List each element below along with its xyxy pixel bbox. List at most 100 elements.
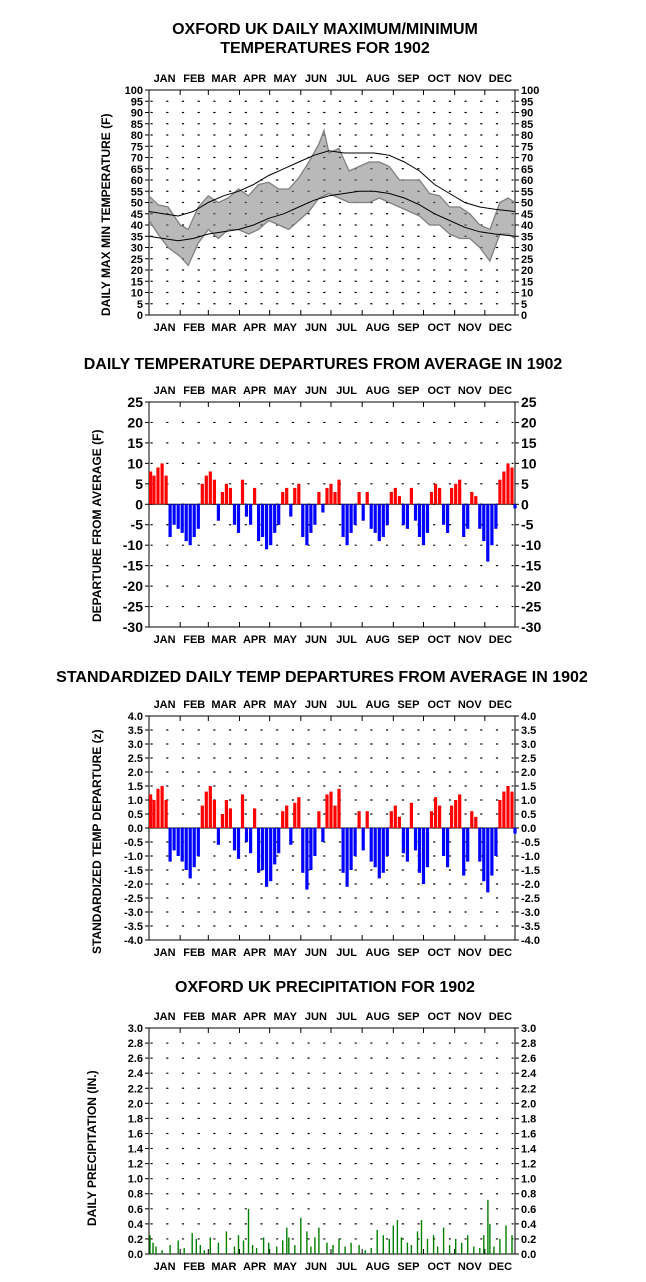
y-tick-label-left: 70 (131, 153, 143, 165)
month-label-top: SEP (397, 699, 419, 711)
y-tick-label-left: 1.5 (128, 781, 143, 793)
y-tick-label-right: -1.0 (521, 851, 540, 863)
negative-departure-bar (192, 504, 196, 537)
y-tick-label-right: 20 (521, 265, 533, 277)
y-tick-label-right: 1.6 (521, 1128, 536, 1140)
negative-departure-bar (385, 504, 389, 525)
positive-departure-bar (450, 805, 454, 828)
month-label-bottom: MAY (274, 322, 298, 334)
positive-departure-bar (224, 483, 228, 505)
negative-departure-bar (353, 828, 357, 856)
positive-departure-bar (240, 794, 245, 828)
y-tick-label-left: -1.0 (124, 851, 143, 863)
positive-departure-bar (474, 816, 478, 828)
month-label-top: MAY (274, 73, 298, 85)
positive-departure-bar (454, 483, 458, 505)
y-tick-label-left: 0.0 (128, 823, 143, 835)
y-tick-label-right: 0.8 (521, 1189, 536, 1201)
positive-departure-bar (506, 786, 510, 828)
y-tick-label-right: 1.8 (521, 1113, 536, 1125)
y-tick-label-right: 25 (521, 254, 533, 266)
month-label-bottom: APR (243, 947, 266, 959)
negative-departure-bar (369, 504, 373, 529)
negative-departure-bar (289, 828, 293, 845)
y-tick-label-left: 2.0 (128, 767, 143, 779)
y-tick-label-left: 45 (131, 209, 143, 221)
chart1-title-line2: TEMPERATURES FOR 1902 (220, 40, 430, 57)
y-tick-label-right: -30 (521, 619, 541, 635)
negative-departure-bar (425, 504, 430, 533)
normal-max-line (148, 150, 516, 217)
negative-departure-bar (462, 828, 466, 876)
negative-departure-bar (301, 504, 305, 537)
negative-departure-bar (490, 504, 494, 546)
positive-departure-bar (434, 797, 438, 828)
negative-departure-bar (413, 828, 418, 851)
month-label-bottom: NOV (458, 634, 483, 646)
month-label-top: OCT (427, 385, 451, 397)
negative-departure-bar (244, 828, 249, 842)
positive-departure-bar (506, 463, 510, 505)
month-label-bottom: DEC (489, 634, 512, 646)
y-tick-label-left: -15 (123, 558, 143, 574)
month-label-top: APR (243, 1011, 266, 1023)
month-label-top: OCT (427, 73, 451, 85)
positive-departure-bar (160, 786, 164, 828)
negative-departure-bar (373, 504, 377, 533)
positive-departure-bar (156, 788, 160, 828)
negative-departure-bar (216, 504, 220, 521)
month-label-top: DEC (489, 385, 512, 397)
y-tick-label-right: 50 (521, 198, 533, 210)
negative-departure-bar (176, 828, 180, 856)
y-tick-label-right: -15 (521, 558, 541, 574)
positive-departure-bar (325, 487, 329, 505)
chart3-ylabel: STANDARDIZED TEMP DEPARTURE (z) (90, 729, 104, 954)
y-tick-label-left: 75 (131, 141, 143, 153)
month-label-top: DEC (489, 73, 512, 85)
negative-departure-bar (513, 828, 517, 834)
positive-departure-bar (204, 791, 208, 828)
month-label-top: APR (243, 385, 266, 397)
y-tick-label-right: 3.0 (521, 1023, 536, 1035)
month-label-top: JUL (336, 699, 357, 711)
chart3-title: STANDARDIZED DAILY TEMP DEPARTURES FROM … (56, 669, 588, 686)
y-tick-label-left: 95 (131, 96, 143, 108)
chart3-plot: -4.0 -4.0 -3.5 -3.5 -3.0 -3.0 -2.5 -2.5 -2.0 -2.0… (124, 699, 540, 959)
y-tick-label-left: 60 (131, 175, 143, 187)
negative-departure-bar (482, 504, 486, 542)
y-tick-label-right: -5 (521, 517, 534, 533)
positive-departure-bar (498, 800, 502, 828)
month-label-bottom: JUN (305, 634, 327, 646)
y-tick-label-left: 2.6 (128, 1053, 143, 1065)
month-label-top: MAY (274, 699, 298, 711)
negative-departure-bar (462, 504, 466, 537)
month-label-top: OCT (427, 1011, 451, 1023)
y-tick-label-left: 5 (135, 476, 143, 492)
negative-departure-bar (180, 504, 184, 533)
month-label-top: MAY (274, 385, 298, 397)
positive-departure-bar (450, 487, 454, 505)
y-tick-label-right: 2.0 (521, 1098, 536, 1110)
y-tick-label-right: -4.0 (521, 935, 540, 947)
positive-departure-bar (502, 791, 506, 828)
positive-departure-bar (389, 492, 393, 505)
negative-departure-bar (176, 504, 180, 529)
negative-departure-bar (405, 828, 409, 862)
month-label-top: JUN (305, 385, 327, 397)
y-tick-label-left: -5 (131, 517, 144, 533)
month-label-top: AUG (366, 385, 390, 397)
negative-departure-bar (236, 504, 241, 533)
positive-departure-bar (438, 487, 442, 505)
negative-departure-bar (269, 504, 273, 546)
negative-departure-bar (188, 504, 192, 546)
month-label-bottom: OCT (427, 947, 451, 959)
month-label-bottom: NOV (458, 322, 483, 334)
month-label-bottom: FEB (183, 1261, 205, 1273)
y-tick-label-left: 0 (135, 496, 143, 512)
month-label-top: JUL (336, 73, 357, 85)
negative-departure-bar (168, 828, 172, 862)
month-label-bottom: NOV (458, 1261, 483, 1273)
y-tick-label-right: 65 (521, 164, 533, 176)
y-tick-label-right: -0.5 (521, 837, 540, 849)
